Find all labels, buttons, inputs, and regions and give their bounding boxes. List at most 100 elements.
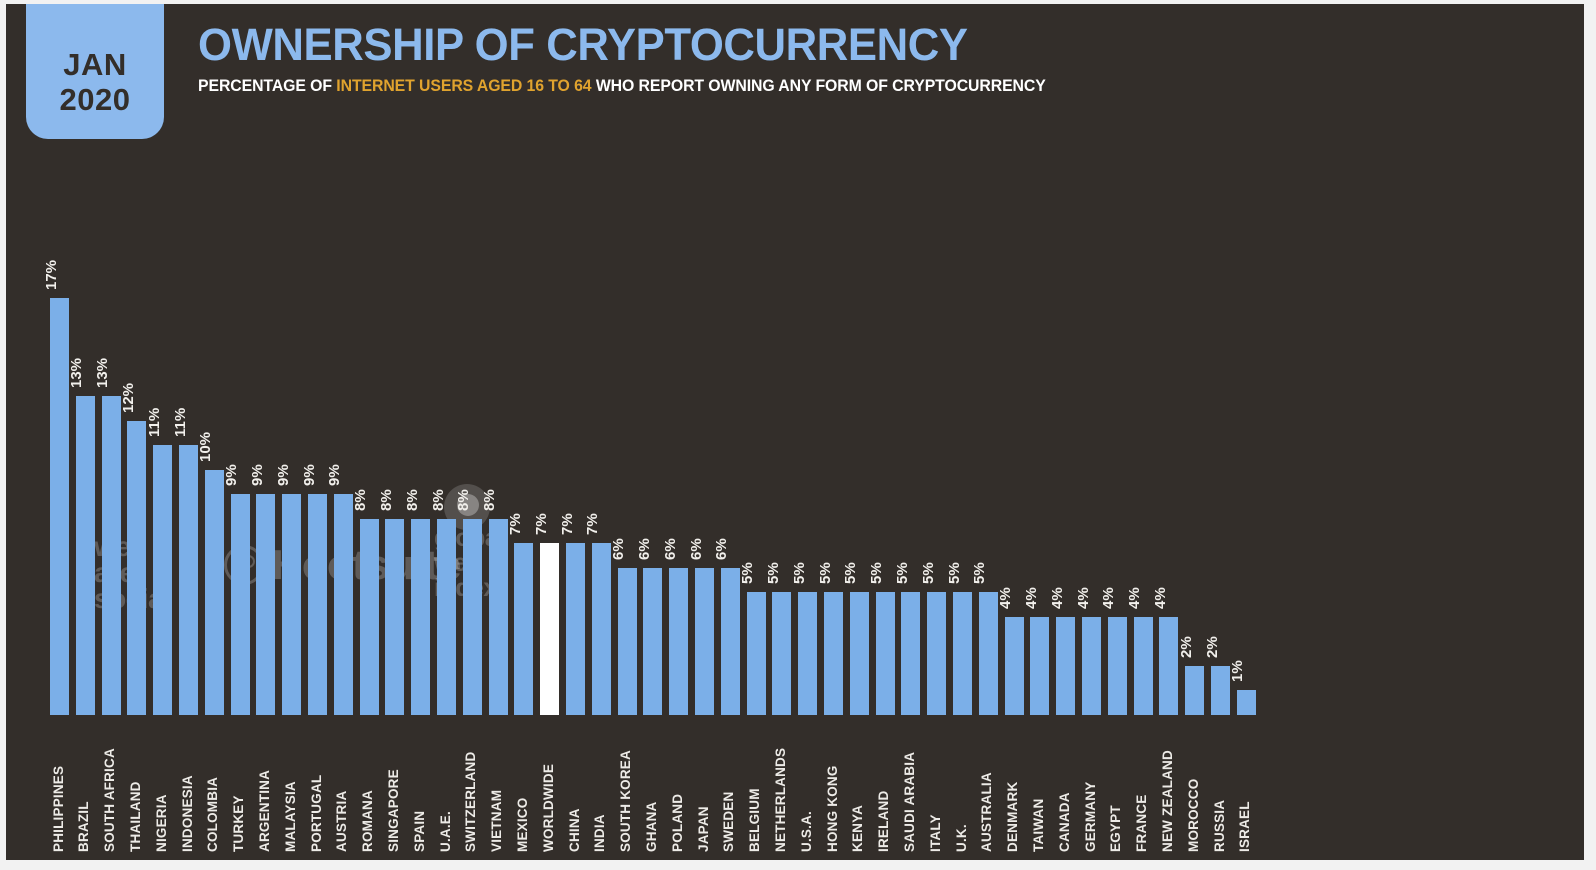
bar-column[interactable]: 9% MALAYSIA: [275, 144, 302, 860]
bar-column[interactable]: 12% THAILAND: [120, 144, 147, 860]
bar[interactable]: [1236, 690, 1256, 715]
date-badge-month: JAN: [63, 47, 127, 82]
bar[interactable]: [1211, 666, 1230, 715]
bar[interactable]: [256, 494, 276, 715]
bar[interactable]: [514, 543, 534, 715]
bar-column[interactable]: 5% IRELAND: [868, 144, 895, 860]
bar-column[interactable]: 4% FRANCE: [1126, 144, 1153, 860]
bar-column[interactable]: 7% WORLDWIDE: [533, 144, 560, 860]
bar-column[interactable]: 7% INDIA: [584, 144, 611, 860]
bar-column[interactable]: 4% GERMANY: [1075, 144, 1101, 860]
bar-column[interactable]: 4% CANADA: [1049, 144, 1076, 860]
bar[interactable]: [1004, 617, 1024, 715]
bar-column[interactable]: 4% TAIWAN: [1023, 144, 1050, 860]
bar-value-label: 9%: [248, 464, 266, 486]
bar-column[interactable]: 8% SPAIN: [404, 144, 431, 860]
bar[interactable]: [230, 494, 250, 715]
bar-column[interactable]: 4% NEW ZEALAND: [1152, 144, 1179, 860]
bar-column[interactable]: 7% MEXICO: [507, 144, 534, 860]
bar[interactable]: [437, 519, 456, 715]
bar[interactable]: [153, 445, 173, 715]
bar-column[interactable]: 5% AUSTRALIA: [971, 144, 998, 860]
bar-column[interactable]: 5% KENYA: [842, 144, 869, 860]
bar[interactable]: [566, 543, 585, 715]
bar-column[interactable]: 11% INDONESIA: [172, 144, 198, 860]
bar[interactable]: [488, 519, 508, 715]
bar-column[interactable]: 6% SWEDEN: [713, 144, 740, 860]
bar-column[interactable]: 8% ROMANA: [352, 144, 379, 860]
bar-column[interactable]: 7% CHINA: [559, 144, 585, 860]
bar-column[interactable]: 10% COLOMBIA: [197, 144, 224, 860]
bar-column[interactable]: 8% SWITZERLAND: [455, 144, 482, 860]
bar-category-label: DENMARK: [1005, 781, 1021, 852]
bar-column[interactable]: 6% SOUTH KOREA: [610, 144, 637, 860]
bar-column[interactable]: 4% EGYPT: [1100, 144, 1127, 860]
bar-column[interactable]: 4% DENMARK: [997, 144, 1024, 860]
bar[interactable]: [720, 568, 740, 715]
bar[interactable]: [359, 519, 379, 715]
bar-column[interactable]: 9% TURKEY: [223, 144, 250, 860]
bar-column[interactable]: 5% U.K.: [946, 144, 972, 860]
bar[interactable]: [1030, 617, 1050, 715]
bar[interactable]: [308, 494, 327, 715]
bar[interactable]: [978, 592, 998, 715]
bar[interactable]: [1056, 617, 1076, 715]
bar[interactable]: [824, 592, 843, 715]
bar-column[interactable]: 8% VIETNAM: [481, 144, 508, 860]
bar[interactable]: [695, 568, 714, 715]
bar[interactable]: [953, 592, 972, 715]
bar[interactable]: [1107, 617, 1127, 715]
bar-value-label: 8%: [455, 489, 473, 511]
bar-column[interactable]: 6% JAPAN: [688, 144, 714, 860]
bar[interactable]: [1185, 666, 1205, 715]
bar[interactable]: [462, 519, 482, 715]
bar-column[interactable]: 6% POLAND: [662, 144, 689, 860]
bar[interactable]: [772, 592, 792, 715]
bar-column[interactable]: 9% AUSTRIA: [326, 144, 353, 860]
bar-column[interactable]: 9% PORTUGAL: [301, 144, 327, 860]
bar[interactable]: [385, 519, 405, 715]
bar-column[interactable]: 9% ARGENTINA: [249, 144, 276, 860]
bar-column[interactable]: 8% U.A.E.: [430, 144, 456, 860]
bar-column[interactable]: 13% BRAZIL: [68, 144, 95, 860]
bar[interactable]: [1133, 617, 1153, 715]
bar-column[interactable]: 2% RUSSIA: [1204, 144, 1230, 860]
bar-column[interactable]: 2% MOROCCO: [1178, 144, 1205, 860]
bar-column[interactable]: 13% SOUTH AFRICA: [94, 144, 121, 860]
bar[interactable]: [875, 592, 895, 715]
bar[interactable]: [540, 543, 560, 715]
bar[interactable]: [669, 568, 689, 715]
bar[interactable]: [1082, 617, 1101, 715]
bar[interactable]: [75, 396, 95, 715]
bar-column[interactable]: 5% BELGIUM: [739, 144, 766, 860]
bar[interactable]: [127, 421, 147, 715]
bar[interactable]: [1159, 617, 1179, 715]
bar[interactable]: [101, 396, 121, 715]
bar-category-label: IRELAND: [876, 790, 892, 852]
bar-column[interactable]: 11% NIGERIA: [146, 144, 173, 860]
bar[interactable]: [411, 519, 431, 715]
bar-category-label: GHANA: [643, 801, 659, 853]
bar[interactable]: [901, 592, 921, 715]
bar-column[interactable]: 5% HONG KONG: [817, 144, 843, 860]
bar[interactable]: [333, 494, 353, 715]
bar-column[interactable]: 5% NETHERLANDS: [765, 144, 792, 860]
bar-column[interactable]: 1% ISRAEL: [1229, 144, 1256, 860]
bar-column[interactable]: 5% SAUDI ARABIA: [894, 144, 921, 860]
bar[interactable]: [282, 494, 302, 715]
bar[interactable]: [591, 543, 611, 715]
bar-column[interactable]: 17% PHILIPPINES: [43, 144, 69, 860]
bar[interactable]: [50, 298, 69, 715]
bar[interactable]: [927, 592, 947, 715]
bar[interactable]: [617, 568, 637, 715]
bar[interactable]: [179, 445, 198, 715]
bar[interactable]: [849, 592, 869, 715]
bar[interactable]: [798, 592, 818, 715]
bar[interactable]: [746, 592, 766, 715]
bar[interactable]: [643, 568, 663, 715]
bar-column[interactable]: 5% ITALY: [920, 144, 947, 860]
bar-column[interactable]: 6% GHANA: [636, 144, 663, 860]
bar-column[interactable]: 8% SINGAPORE: [378, 144, 405, 860]
bar[interactable]: [204, 470, 224, 715]
bar-column[interactable]: 5% U.S.A.: [791, 144, 818, 860]
